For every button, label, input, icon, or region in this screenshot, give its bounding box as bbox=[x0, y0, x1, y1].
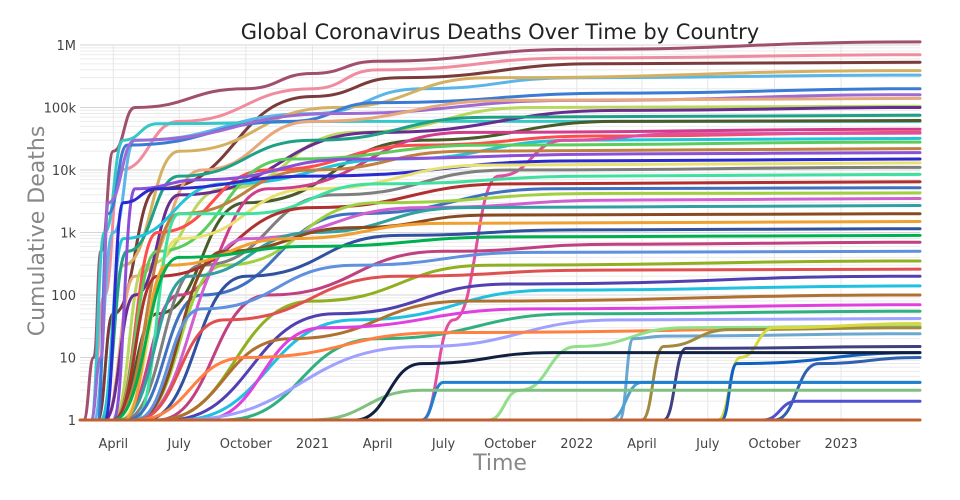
series-line-20 bbox=[103, 157, 922, 422]
series-line-36 bbox=[133, 267, 922, 422]
series-line-51 bbox=[772, 356, 922, 422]
series-line-48 bbox=[720, 351, 922, 422]
series-line-17 bbox=[111, 140, 922, 422]
series-line-44 bbox=[486, 324, 922, 422]
series-lines bbox=[78, 40, 922, 422]
series-line-54 bbox=[761, 399, 922, 422]
y-tick-label: 1k bbox=[60, 227, 76, 242]
x-axis-title: Time bbox=[472, 451, 527, 476]
y-axis-title: Cumulative Deaths bbox=[25, 126, 50, 337]
y-tick-label: 1M bbox=[57, 39, 77, 54]
series-line-22 bbox=[121, 165, 922, 422]
x-tick-label: April bbox=[627, 437, 657, 452]
series-line-28 bbox=[118, 204, 922, 422]
series-line-14 bbox=[111, 130, 922, 422]
series-line-15 bbox=[99, 136, 922, 422]
y-tick-label: 10k bbox=[52, 164, 77, 179]
series-line-19 bbox=[111, 151, 922, 422]
series-line-2 bbox=[95, 60, 922, 422]
series-line-41 bbox=[222, 309, 922, 422]
series-line-18 bbox=[111, 147, 922, 422]
x-tick-label: October bbox=[484, 437, 537, 452]
series-line-8 bbox=[103, 96, 922, 422]
series-line-6 bbox=[95, 87, 922, 422]
series-line-1 bbox=[89, 53, 922, 422]
x-tick-label: October bbox=[220, 437, 273, 452]
x-tick-label: 2021 bbox=[296, 437, 329, 452]
x-tick-label: April bbox=[98, 437, 128, 452]
x-tick-label: 2023 bbox=[825, 437, 858, 452]
chart-title: Global Coronavirus Deaths Over Time by C… bbox=[241, 20, 759, 44]
series-line-30 bbox=[121, 220, 922, 422]
series-line-3 bbox=[92, 73, 922, 422]
series-line-39 bbox=[156, 293, 922, 422]
series-line-34 bbox=[133, 249, 922, 422]
series-line-49 bbox=[662, 345, 922, 422]
series-line-31 bbox=[143, 227, 922, 422]
series-line-53 bbox=[310, 388, 922, 422]
series-line-40 bbox=[200, 303, 922, 422]
x-tick-label: April bbox=[363, 437, 393, 452]
series-line-46 bbox=[640, 326, 922, 422]
y-tick-label: 100 bbox=[51, 289, 76, 304]
x-tick-label: July bbox=[431, 437, 456, 452]
x-tick-label: October bbox=[748, 437, 801, 452]
series-line-45 bbox=[618, 332, 922, 422]
x-tick-label: July bbox=[167, 437, 192, 452]
series-line-52 bbox=[420, 380, 922, 422]
y-axis-ticks: 1 10 100 1k 10k 100k 1M bbox=[44, 39, 77, 429]
x-axis-ticks: April July October 2021 April July October 2022… bbox=[98, 437, 857, 452]
x-tick-label: 2022 bbox=[560, 437, 593, 452]
series-line-32 bbox=[111, 233, 922, 422]
series-line-26 bbox=[133, 191, 922, 422]
series-line-27 bbox=[133, 197, 922, 422]
series-line-33 bbox=[156, 240, 922, 422]
series-line-25 bbox=[125, 186, 922, 422]
series-line-37 bbox=[166, 274, 922, 422]
series-line-43 bbox=[133, 326, 922, 422]
x-tick-label: July bbox=[695, 437, 720, 452]
series-line-16 bbox=[420, 131, 922, 422]
series-line-55 bbox=[353, 351, 922, 422]
y-tick-label: 100k bbox=[44, 102, 77, 117]
y-tick-label: 1 bbox=[68, 414, 76, 429]
series-line-29 bbox=[133, 212, 922, 422]
series-line-23 bbox=[133, 172, 922, 422]
y-tick-label: 10 bbox=[59, 352, 76, 367]
